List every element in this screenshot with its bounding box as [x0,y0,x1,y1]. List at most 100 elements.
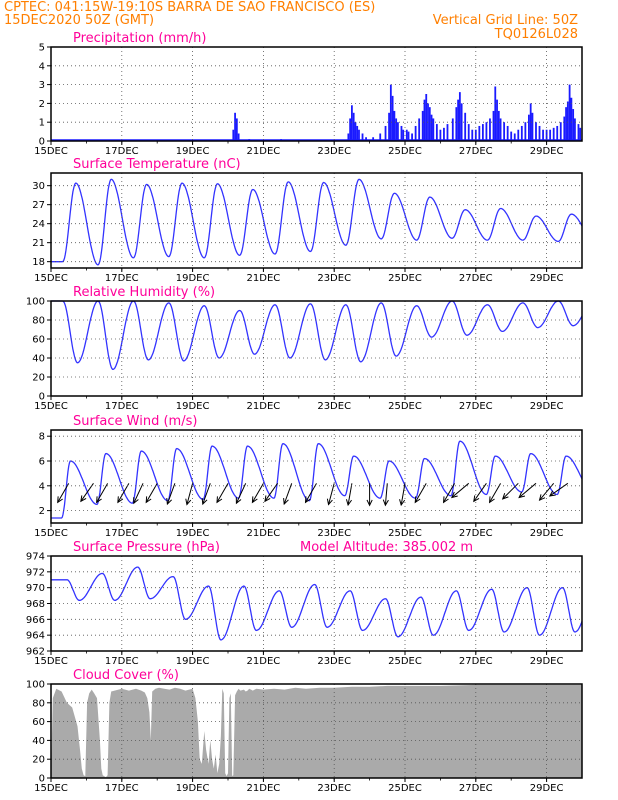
precip-bar [528,114,530,141]
relative-humidity-line [51,300,583,370]
y-tick-label: 964 [26,631,45,642]
x-tick-label: 17DEC [105,273,139,284]
precip-bar [570,97,573,141]
precip-bar [393,110,396,141]
surface-temperature-title: Surface Temperature (nC) [73,157,241,172]
precip-bar [563,116,566,141]
x-tick-label: 17DEC [105,146,139,157]
header-grid-note: Vertical Grid Line: 50Z [433,13,578,28]
x-tick-label: 25DEC [388,146,422,157]
precip-bar [535,122,537,141]
precipitation-frame [50,46,583,142]
x-tick-label: 15DEC [34,273,68,284]
precip-bar [499,118,502,141]
precip-bar [542,129,544,141]
precip-bar [478,125,481,141]
x-tick-label: 23DEC [317,656,351,667]
x-tick-label: 27DEC [459,401,493,412]
x-tick-label: 29DEC [530,528,564,539]
relative-humidity-grid [51,301,582,396]
header-model-id: TQ0126L028 [494,27,578,42]
precip-bar [411,133,413,141]
wind-vector [251,483,264,504]
wind-vector [366,483,373,507]
wind-vector [117,483,130,504]
surface-pressure-frame [50,555,583,652]
precip-bar [451,118,454,141]
precip-bar [365,137,367,141]
y-tick-label: 0 [39,137,45,148]
y-tick-label: 60 [32,717,45,728]
x-tick-label: 15DEC [34,146,68,157]
precip-bar [455,107,458,141]
y-tick-label: 40 [32,736,45,747]
y-tick-label: 970 [26,583,45,594]
x-tick-label: 19DEC [176,656,210,667]
x-tick-label: 19DEC [176,783,210,794]
precip-bar [572,109,575,141]
precip-bar [235,118,238,141]
precip-bar [552,127,555,141]
y-tick-label: 2 [39,99,45,110]
precip-bar [506,125,509,141]
surface-temperature-frame [50,172,583,269]
y-tick-label: 1 [39,118,45,129]
y-tick-label: 4 [39,61,45,72]
x-tick-label: 23DEC [317,783,351,794]
precip-bar [391,95,394,141]
wind-vector [96,483,109,504]
precip-bar [579,127,582,141]
wind-vector [548,482,569,497]
precip-bar [372,137,375,141]
y-tick-label: 6 [39,457,45,468]
y-tick-label: 8 [39,432,45,443]
y-tick-label: 0 [39,392,45,403]
precip-bar [414,125,417,141]
y-tick-label: 966 [26,615,45,626]
precip-bar [389,84,392,141]
wind-vector [304,483,317,504]
precip-bar [361,133,364,141]
precip-bar [400,125,403,141]
precip-bar [356,125,359,141]
y-tick-label: 972 [26,567,45,578]
x-tick-label: 21DEC [247,273,281,284]
precip-bar [464,112,467,141]
cloud-cover-title: Cloud Cover (%) [73,668,179,683]
precip-bar [524,122,527,141]
precip-bar [354,122,357,141]
y-tick-label: 20 [32,373,45,384]
x-tick-label: 21DEC [247,656,281,667]
x-tick-label: 29DEC [530,146,564,157]
x-tick-label: 15DEC [34,656,68,667]
x-tick-label: 25DEC [388,401,422,412]
y-tick-label: 27 [32,200,45,211]
y-tick-label: 2 [39,506,45,517]
wind-vector [145,483,158,504]
precip-bar [435,124,438,141]
surface-temperature-panel: Surface Temperature (nC) 18 21 24 27 30 15DEC 1… [32,157,583,284]
wind-vector [264,483,278,503]
x-tick-label: 15DEC [34,401,68,412]
precip-bar [538,125,541,141]
x-tick-label: 23DEC [317,528,351,539]
x-tick-label: 29DEC [530,783,564,794]
x-tick-label: 27DEC [459,656,493,667]
surface-temperature-line [51,178,583,266]
precip-bar [457,99,459,141]
precip-bar [397,122,399,141]
x-tick-label: 25DEC [388,273,422,284]
x-tick-label: 17DEC [105,656,139,667]
x-tick-label: 17DEC [105,528,139,539]
wind-vector [326,483,335,506]
x-tick-label: 25DEC [388,656,422,667]
precip-bar [513,133,516,141]
precip-bar [352,112,355,141]
y-tick-label: 962 [26,647,45,658]
surface-wind-panel: Surface Wind (m/s) 2 4 6 8 15DEC 17DEC 19DEC 21D… [34,414,583,539]
y-tick-label: 20 [32,755,45,766]
wind-vector [235,483,247,505]
precip-bar [407,131,410,141]
surface-wind-grid [51,430,582,523]
precip-bar [577,124,580,141]
